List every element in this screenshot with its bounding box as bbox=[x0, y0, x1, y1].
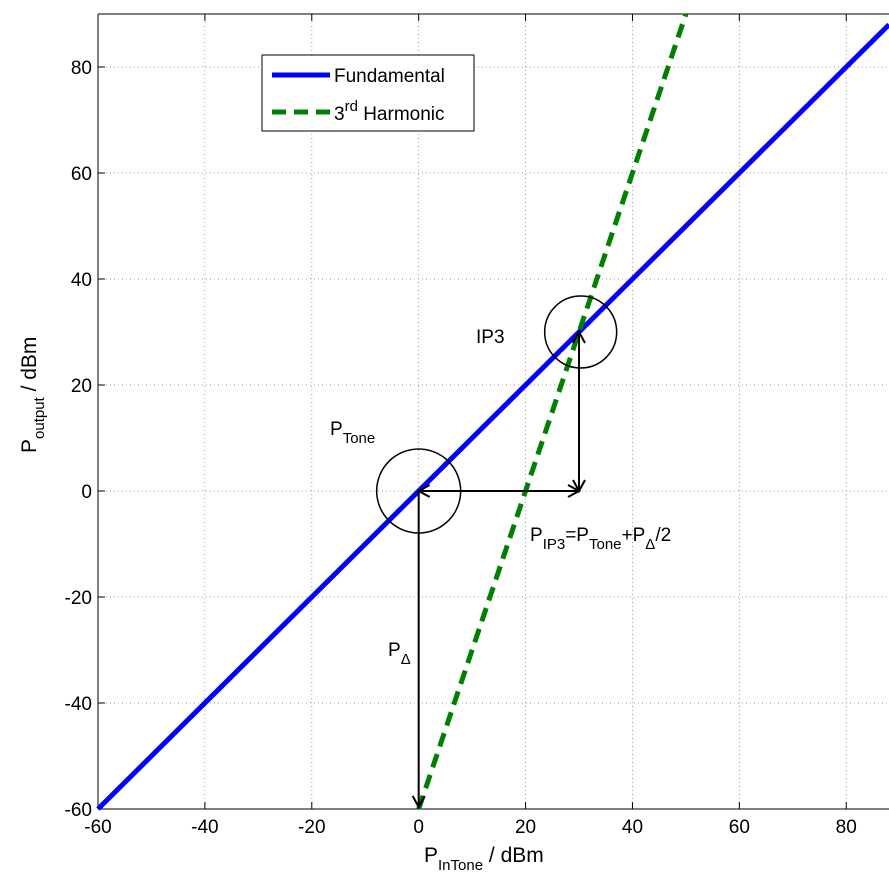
series bbox=[96, 13, 889, 811]
arrowhead-pdelta-bottom bbox=[411, 795, 426, 810]
legend-box bbox=[261, 54, 475, 132]
legend: Fundamental 3rd Harmonic bbox=[261, 54, 475, 132]
legend-label-harmonic: 3rd Harmonic bbox=[334, 98, 445, 125]
x-axis-label: PInTone / dBm bbox=[424, 844, 544, 874]
x-tick-label-7: 80 bbox=[836, 817, 857, 838]
y-tick-label-1: -40 bbox=[65, 694, 92, 715]
x-tick-label-4: 20 bbox=[515, 817, 536, 838]
x-tick-label-3: 0 bbox=[413, 817, 424, 838]
ticks: -60 -40 -20 0 20 40 60 80 -60 -40 -20 0 20 40 60 80 bbox=[65, 14, 857, 838]
arrowhead-ip3-down bbox=[572, 479, 586, 494]
x-tick-label-2: -20 bbox=[298, 817, 325, 838]
ip3-label: IP3 bbox=[476, 327, 505, 348]
x-tick-label-5: 40 bbox=[622, 817, 643, 838]
ptone-label: PTone bbox=[330, 419, 375, 447]
arrowhead-ptone-left bbox=[416, 484, 431, 498]
series-line-fundamental bbox=[96, 22, 889, 811]
y-tick-label-5: 40 bbox=[71, 270, 92, 291]
pip3-formula: PIP3=PTone+PΔ/2 bbox=[530, 525, 671, 553]
y-tick-label-4: 20 bbox=[71, 376, 92, 397]
y-tick-label-3: 0 bbox=[81, 482, 92, 503]
ip3-circle bbox=[543, 295, 618, 369]
legend-label-fundamental: Fundamental bbox=[334, 66, 445, 87]
arrowhead-ip3-up bbox=[572, 329, 586, 344]
y-tick-label-0: -60 bbox=[65, 800, 92, 821]
arrow-heads bbox=[411, 329, 586, 810]
y-tick-label-2: -20 bbox=[65, 588, 92, 609]
axes-frame bbox=[97, 13, 889, 810]
y-tick-label-6: 60 bbox=[71, 164, 92, 185]
y-axis-label: Poutput / dBm bbox=[18, 337, 48, 453]
y-tick-label-7: 80 bbox=[71, 58, 92, 79]
series-line-third-harmonic bbox=[416, 13, 689, 810]
pdelta-label: PΔ bbox=[388, 640, 411, 668]
x-tick-label-6: 60 bbox=[729, 817, 750, 838]
x-tick-label-1: -40 bbox=[191, 817, 218, 838]
annotations: IP3 PTone PΔ PIP3=PTone+PΔ/2 bbox=[330, 295, 671, 810]
x-tick-label-0: -60 bbox=[84, 817, 111, 838]
